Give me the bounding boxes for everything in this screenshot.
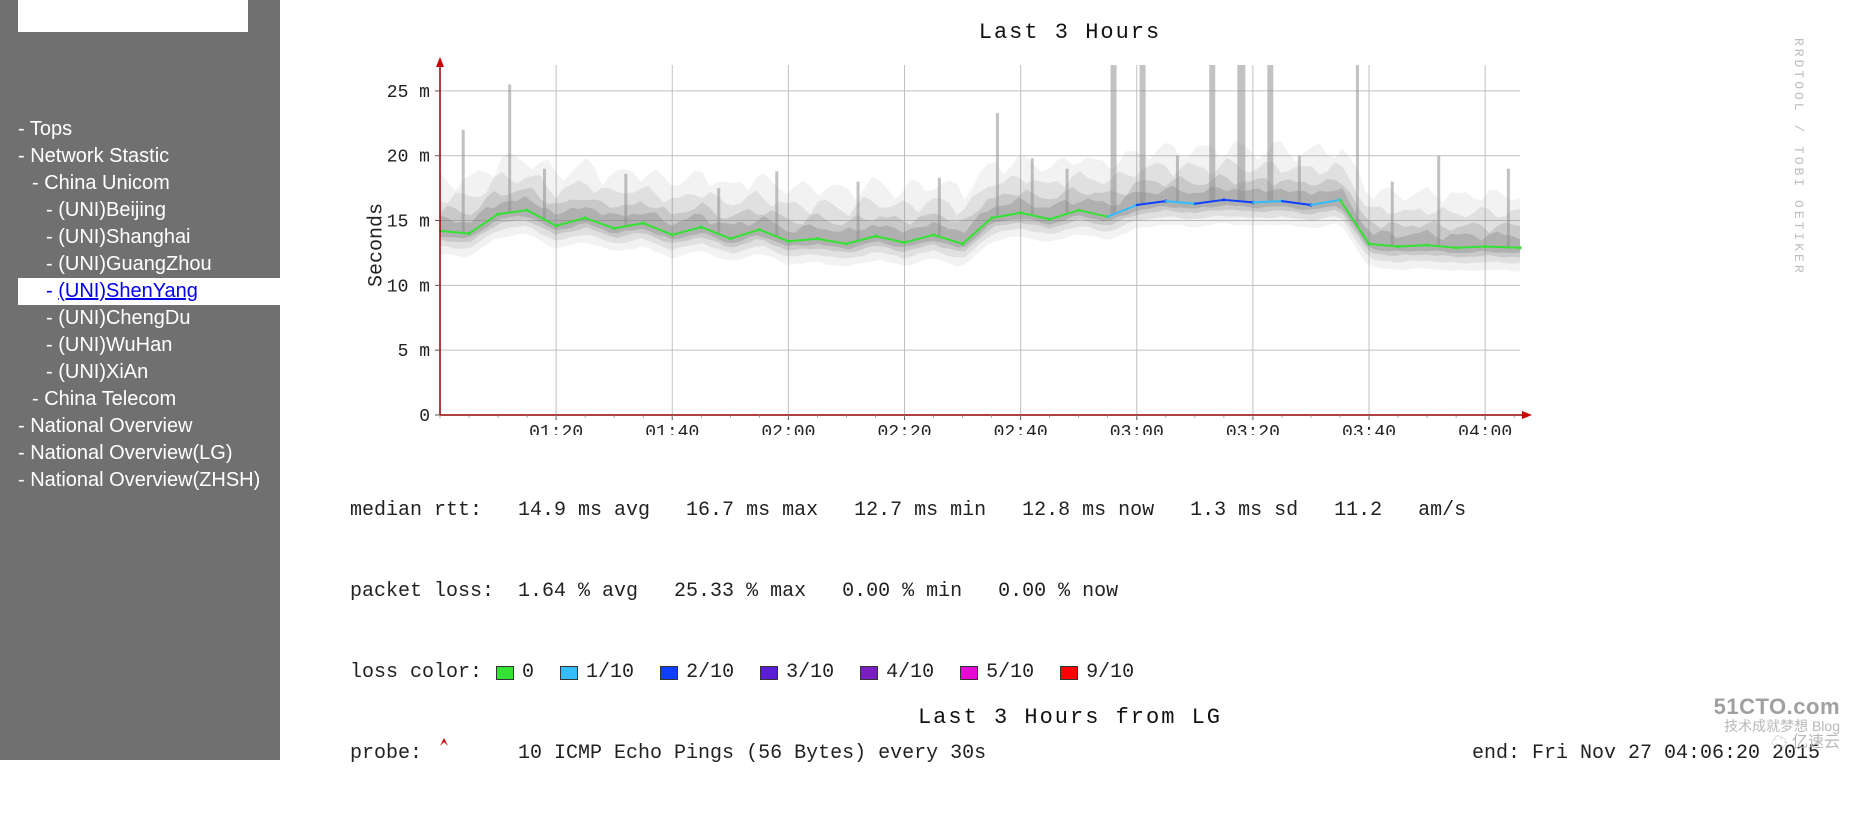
brand-line1: 51CTO.com <box>1714 695 1840 719</box>
svg-text:02:20: 02:20 <box>878 423 932 435</box>
loss-swatch-label: 9/10 <box>1086 659 1134 686</box>
sidebar-link[interactable]: (UNI)GuangZhou <box>58 253 211 275</box>
y-axis-label: Seconds <box>366 203 389 287</box>
chart2-y-axis-arrow <box>438 738 458 758</box>
sidebar-link[interactable]: (UNI)ChengDu <box>58 307 190 329</box>
loss-swatch <box>660 666 678 680</box>
loss-swatch-label: 2/10 <box>686 659 734 686</box>
brand-line2: 技术成就梦想 Blog <box>1714 719 1840 734</box>
sidebar-link[interactable]: (UNI)XiAn <box>58 361 148 383</box>
sidebar-link[interactable]: China Unicom <box>44 172 170 194</box>
sidebar-item[interactable]: - China Telecom <box>18 386 320 413</box>
sidebar-item[interactable]: - (UNI)XiAn <box>18 359 320 386</box>
svg-text:02:00: 02:00 <box>761 423 815 435</box>
sidebar-nav: - Tops- Network Stastic- China Unicom- (… <box>18 116 320 494</box>
packet-loss-line: packet loss: 1.64 % avg 25.33 % max 0.00… <box>350 578 1820 605</box>
svg-text:5 m: 5 m <box>398 342 430 362</box>
loss-swatch <box>1060 666 1078 680</box>
svg-text:20 m: 20 m <box>387 148 430 168</box>
sidebar-link[interactable]: Network Stastic <box>30 145 169 167</box>
sidebar-item[interactable]: - China Unicom <box>18 170 320 197</box>
loss-swatch-label: 5/10 <box>986 659 1034 686</box>
main-content: RRDTOOL / TOBI OETIKER Last 3 Hours Seco… <box>300 0 1858 760</box>
loss-swatch-label: 3/10 <box>786 659 834 686</box>
sidebar-item[interactable]: - (UNI)Shanghai <box>18 224 320 251</box>
loss-color-legend: loss color: 0 1/10 2/10 3/10 4/10 5/10 9/10 <box>350 659 1820 686</box>
svg-text:02:40: 02:40 <box>994 423 1048 435</box>
chart-stats: median rtt: 14.9 ms avg 16.7 ms max 12.7… <box>350 443 1820 821</box>
svg-text:01:40: 01:40 <box>645 423 699 435</box>
svg-text:0: 0 <box>419 407 430 427</box>
median-rtt-line: median rtt: 14.9 ms avg 16.7 ms max 12.7… <box>350 497 1820 524</box>
loss-swatch-label: 4/10 <box>886 659 934 686</box>
sidebar-item[interactable]: - (UNI)ChengDu <box>18 305 320 332</box>
loss-swatch <box>960 666 978 680</box>
sidebar-item[interactable]: - Tops <box>18 116 320 143</box>
sidebar-logo <box>18 0 248 32</box>
loss-swatch-label: 0 <box>522 659 534 686</box>
svg-text:03:20: 03:20 <box>1226 423 1280 435</box>
sidebar-link[interactable]: (UNI)WuHan <box>58 334 172 356</box>
svg-text:01:20: 01:20 <box>529 423 583 435</box>
sidebar-link[interactable]: National Overview(ZHSH) <box>30 469 260 491</box>
sidebar-link[interactable]: National Overview(LG) <box>30 442 232 464</box>
sidebar-link[interactable]: (UNI)ShenYang <box>58 280 198 302</box>
sidebar: - Tops- Network Stastic- China Unicom- (… <box>0 0 280 760</box>
sidebar-item[interactable]: - (UNI)WuHan <box>18 332 320 359</box>
chart2-title: Last 3 Hours from LG <box>320 705 1820 730</box>
svg-text:03:40: 03:40 <box>1342 423 1396 435</box>
loss-swatch <box>560 666 578 680</box>
svg-text:04:00: 04:00 <box>1458 423 1512 435</box>
sidebar-link[interactable]: (UNI)Beijing <box>58 199 166 221</box>
sidebar-link[interactable]: (UNI)Shanghai <box>58 226 190 248</box>
sidebar-item[interactable]: - National Overview <box>18 413 320 440</box>
probe-line: probe: 10 ICMP Echo Pings (56 Bytes) eve… <box>350 740 1820 767</box>
sidebar-item[interactable]: - National Overview(LG) <box>18 440 320 467</box>
sidebar-item[interactable]: - National Overview(ZHSH) <box>18 467 320 494</box>
brand-watermark: 51CTO.com 技术成就梦想 Blog ☁ 亿速云 <box>1714 695 1840 752</box>
svg-text:03:00: 03:00 <box>1110 423 1164 435</box>
loss-swatch <box>496 666 514 680</box>
sidebar-item[interactable]: - (UNI)Beijing <box>18 197 320 224</box>
sidebar-item[interactable]: - Network Stastic <box>18 143 320 170</box>
chart-title: Last 3 Hours <box>320 20 1820 45</box>
svg-text:10 m: 10 m <box>387 277 430 297</box>
sidebar-item[interactable]: - (UNI)ShenYang <box>18 278 320 305</box>
sidebar-link[interactable]: National Overview <box>30 415 192 437</box>
svg-text:25 m: 25 m <box>387 83 430 103</box>
loss-swatch <box>860 666 878 680</box>
sidebar-item[interactable]: - (UNI)GuangZhou <box>18 251 320 278</box>
plot-area: Seconds 05 m10 m15 m20 m25 m01:2001:4002… <box>380 55 1540 435</box>
smokeping-chart: 0 5 m 10 m 15 m 20 m 25 m 01:20 01:40 02:00 02:20… <box>380 55 1540 435</box>
sidebar-link[interactable]: China Telecom <box>44 388 176 410</box>
sidebar-link[interactable]: Tops <box>30 118 72 140</box>
loss-swatch <box>760 666 778 680</box>
brand-line3: ☁ 亿速云 <box>1714 734 1840 752</box>
loss-swatch-label: 1/10 <box>586 659 634 686</box>
chart-card: Last 3 Hours Seconds 0 5 m 10 m 15 m 20 m 25 … <box>320 20 1820 821</box>
loss-color-label: loss color: <box>350 659 482 686</box>
svg-text:15 m: 15 m <box>387 213 430 233</box>
